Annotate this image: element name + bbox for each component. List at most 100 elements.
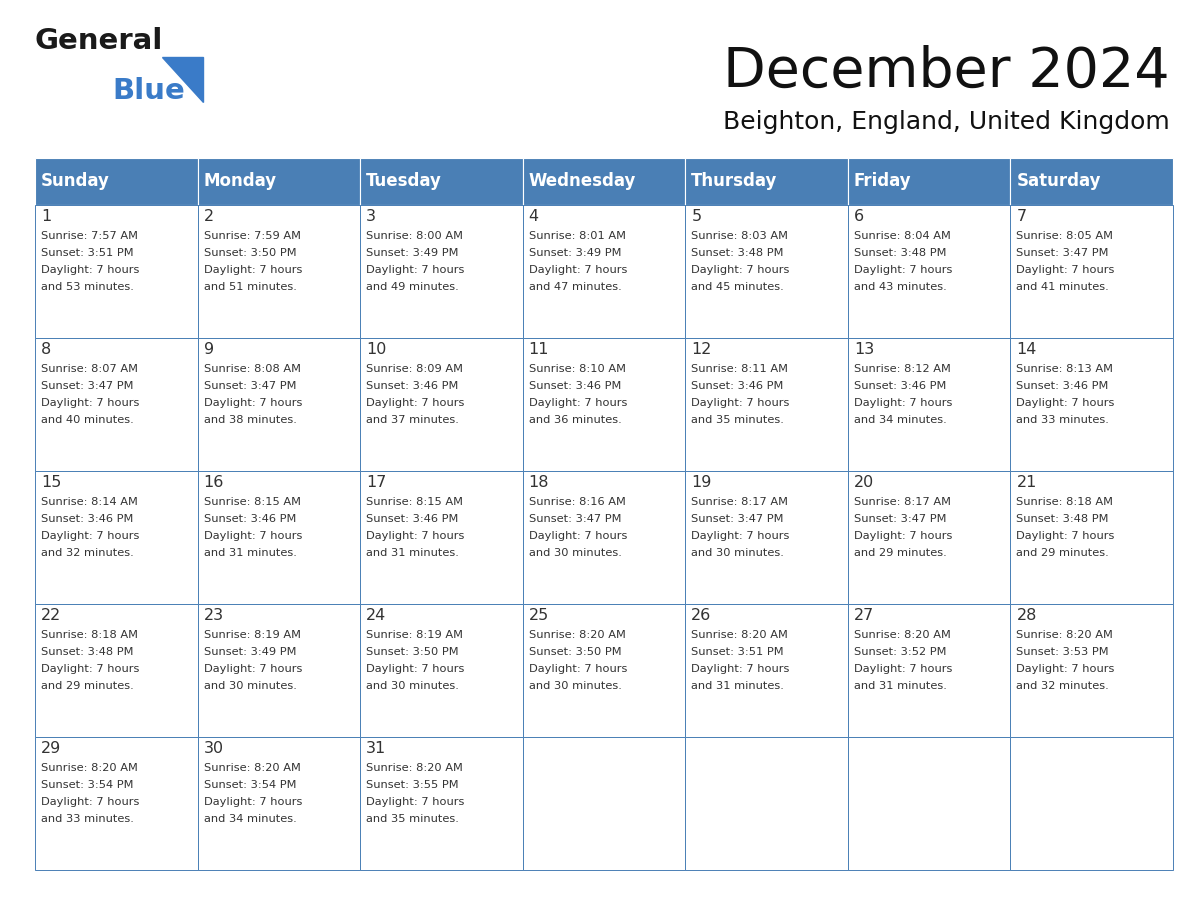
Text: Daylight: 7 hours: Daylight: 7 hours	[42, 398, 139, 408]
Text: and 51 minutes.: and 51 minutes.	[203, 282, 297, 292]
Text: Sunset: 3:48 PM: Sunset: 3:48 PM	[1017, 514, 1108, 524]
Text: Sunset: 3:54 PM: Sunset: 3:54 PM	[203, 780, 296, 790]
Text: 26: 26	[691, 608, 712, 623]
Text: Daylight: 7 hours: Daylight: 7 hours	[366, 265, 465, 275]
Text: Daylight: 7 hours: Daylight: 7 hours	[203, 797, 302, 807]
Text: 23: 23	[203, 608, 223, 623]
Text: Sunrise: 7:59 AM: Sunrise: 7:59 AM	[203, 231, 301, 241]
Text: Sunset: 3:47 PM: Sunset: 3:47 PM	[691, 514, 784, 524]
Text: Daylight: 7 hours: Daylight: 7 hours	[691, 265, 790, 275]
Text: Sunrise: 8:12 AM: Sunrise: 8:12 AM	[854, 364, 950, 374]
Text: Daylight: 7 hours: Daylight: 7 hours	[203, 531, 302, 541]
Text: Saturday: Saturday	[1017, 173, 1101, 191]
Text: 3: 3	[366, 209, 377, 224]
Text: Sunrise: 8:18 AM: Sunrise: 8:18 AM	[1017, 497, 1113, 507]
Text: Sunset: 3:50 PM: Sunset: 3:50 PM	[529, 647, 621, 657]
Text: and 32 minutes.: and 32 minutes.	[42, 548, 134, 558]
Text: Sunrise: 8:18 AM: Sunrise: 8:18 AM	[42, 630, 138, 640]
Text: and 31 minutes.: and 31 minutes.	[366, 548, 459, 558]
Text: General: General	[34, 27, 164, 55]
Text: Blue: Blue	[112, 77, 185, 105]
Text: Sunrise: 8:20 AM: Sunrise: 8:20 AM	[691, 630, 788, 640]
Text: and 53 minutes.: and 53 minutes.	[42, 282, 134, 292]
Text: Sunset: 3:46 PM: Sunset: 3:46 PM	[854, 381, 946, 391]
Text: Sunset: 3:47 PM: Sunset: 3:47 PM	[42, 381, 133, 391]
Text: 14: 14	[1017, 342, 1037, 357]
Text: 6: 6	[854, 209, 864, 224]
Text: 11: 11	[529, 342, 549, 357]
Text: 20: 20	[854, 475, 874, 490]
Text: Daylight: 7 hours: Daylight: 7 hours	[529, 265, 627, 275]
Text: Sunset: 3:51 PM: Sunset: 3:51 PM	[42, 248, 133, 258]
Text: Sunset: 3:55 PM: Sunset: 3:55 PM	[366, 780, 459, 790]
Text: Sunset: 3:51 PM: Sunset: 3:51 PM	[691, 647, 784, 657]
Text: Sunrise: 8:13 AM: Sunrise: 8:13 AM	[1017, 364, 1113, 374]
Text: Sunrise: 8:19 AM: Sunrise: 8:19 AM	[366, 630, 463, 640]
Text: Daylight: 7 hours: Daylight: 7 hours	[1017, 531, 1114, 541]
Text: Sunset: 3:48 PM: Sunset: 3:48 PM	[42, 647, 133, 657]
Text: Sunset: 3:47 PM: Sunset: 3:47 PM	[203, 381, 296, 391]
Text: Sunrise: 8:20 AM: Sunrise: 8:20 AM	[529, 630, 626, 640]
Text: and 29 minutes.: and 29 minutes.	[854, 548, 947, 558]
Text: Sunrise: 8:14 AM: Sunrise: 8:14 AM	[42, 497, 138, 507]
Text: Sunset: 3:49 PM: Sunset: 3:49 PM	[203, 647, 296, 657]
Text: and 40 minutes.: and 40 minutes.	[42, 415, 134, 425]
Text: Daylight: 7 hours: Daylight: 7 hours	[1017, 664, 1114, 674]
Text: Sunrise: 8:09 AM: Sunrise: 8:09 AM	[366, 364, 463, 374]
Text: Sunrise: 8:08 AM: Sunrise: 8:08 AM	[203, 364, 301, 374]
Text: Sunset: 3:46 PM: Sunset: 3:46 PM	[42, 514, 133, 524]
Text: and 34 minutes.: and 34 minutes.	[854, 415, 947, 425]
Text: and 31 minutes.: and 31 minutes.	[691, 681, 784, 691]
Text: 8: 8	[42, 342, 51, 357]
Text: Daylight: 7 hours: Daylight: 7 hours	[42, 797, 139, 807]
Text: Friday: Friday	[854, 173, 911, 191]
Text: Daylight: 7 hours: Daylight: 7 hours	[529, 398, 627, 408]
Text: and 29 minutes.: and 29 minutes.	[1017, 548, 1110, 558]
Text: Sunrise: 8:20 AM: Sunrise: 8:20 AM	[1017, 630, 1113, 640]
Text: Sunset: 3:46 PM: Sunset: 3:46 PM	[691, 381, 784, 391]
Text: 19: 19	[691, 475, 712, 490]
Text: 31: 31	[366, 741, 386, 756]
Text: Wednesday: Wednesday	[529, 173, 636, 191]
Text: Daylight: 7 hours: Daylight: 7 hours	[203, 265, 302, 275]
Text: and 41 minutes.: and 41 minutes.	[1017, 282, 1110, 292]
Text: 30: 30	[203, 741, 223, 756]
Text: Sunrise: 7:57 AM: Sunrise: 7:57 AM	[42, 231, 138, 241]
Text: Sunday: Sunday	[42, 173, 109, 191]
Polygon shape	[162, 57, 203, 103]
Text: 10: 10	[366, 342, 386, 357]
Text: 13: 13	[854, 342, 874, 357]
Text: Daylight: 7 hours: Daylight: 7 hours	[854, 265, 953, 275]
Text: and 43 minutes.: and 43 minutes.	[854, 282, 947, 292]
Text: and 30 minutes.: and 30 minutes.	[529, 681, 621, 691]
Text: Sunrise: 8:20 AM: Sunrise: 8:20 AM	[366, 763, 463, 773]
Text: Daylight: 7 hours: Daylight: 7 hours	[1017, 265, 1114, 275]
Text: Sunset: 3:52 PM: Sunset: 3:52 PM	[854, 647, 947, 657]
Text: 22: 22	[42, 608, 62, 623]
Text: Sunrise: 8:01 AM: Sunrise: 8:01 AM	[529, 231, 626, 241]
Text: Sunset: 3:46 PM: Sunset: 3:46 PM	[1017, 381, 1108, 391]
Text: Sunset: 3:50 PM: Sunset: 3:50 PM	[203, 248, 296, 258]
Text: Daylight: 7 hours: Daylight: 7 hours	[366, 398, 465, 408]
Text: and 33 minutes.: and 33 minutes.	[42, 814, 134, 824]
Text: Tuesday: Tuesday	[366, 173, 442, 191]
Text: Sunset: 3:48 PM: Sunset: 3:48 PM	[691, 248, 784, 258]
Text: Sunset: 3:48 PM: Sunset: 3:48 PM	[854, 248, 947, 258]
Text: Sunrise: 8:00 AM: Sunrise: 8:00 AM	[366, 231, 463, 241]
Text: and 30 minutes.: and 30 minutes.	[529, 548, 621, 558]
Text: Sunset: 3:47 PM: Sunset: 3:47 PM	[529, 514, 621, 524]
Text: Daylight: 7 hours: Daylight: 7 hours	[854, 664, 953, 674]
Text: Daylight: 7 hours: Daylight: 7 hours	[691, 398, 790, 408]
Text: and 31 minutes.: and 31 minutes.	[203, 548, 297, 558]
Text: and 31 minutes.: and 31 minutes.	[854, 681, 947, 691]
Text: Thursday: Thursday	[691, 173, 778, 191]
Text: Sunset: 3:49 PM: Sunset: 3:49 PM	[529, 248, 621, 258]
Text: 15: 15	[42, 475, 62, 490]
Text: 29: 29	[42, 741, 62, 756]
Text: December 2024: December 2024	[723, 45, 1170, 99]
Text: Daylight: 7 hours: Daylight: 7 hours	[203, 664, 302, 674]
Text: Sunrise: 8:07 AM: Sunrise: 8:07 AM	[42, 364, 138, 374]
Text: Sunrise: 8:04 AM: Sunrise: 8:04 AM	[854, 231, 950, 241]
Text: Sunset: 3:54 PM: Sunset: 3:54 PM	[42, 780, 133, 790]
Text: Daylight: 7 hours: Daylight: 7 hours	[366, 531, 465, 541]
